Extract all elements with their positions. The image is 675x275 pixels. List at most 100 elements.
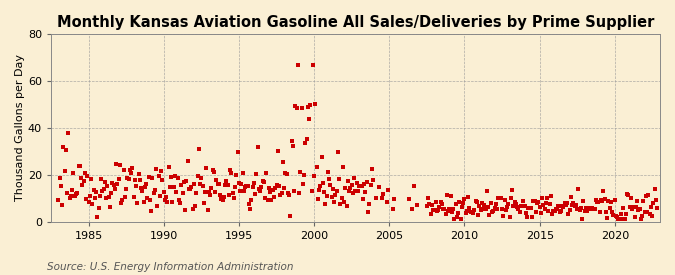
Point	[364, 202, 375, 207]
Point	[533, 200, 544, 204]
Point	[68, 171, 79, 175]
Point	[124, 168, 135, 172]
Point	[619, 217, 630, 222]
Point	[553, 204, 564, 208]
Point	[306, 189, 317, 194]
Point	[161, 194, 171, 199]
Point	[588, 206, 599, 211]
Point	[251, 172, 262, 177]
Point	[368, 178, 379, 182]
Point	[300, 141, 310, 145]
Point	[107, 181, 117, 185]
Point	[434, 205, 445, 210]
Point	[192, 174, 203, 178]
Point	[131, 183, 142, 188]
Point	[548, 209, 559, 213]
Point	[592, 200, 603, 205]
Point	[626, 196, 637, 200]
Point	[226, 170, 237, 175]
Point	[130, 178, 140, 183]
Point	[491, 207, 502, 211]
Point	[421, 204, 432, 208]
Point	[92, 215, 103, 219]
Point	[523, 206, 534, 211]
Point	[433, 208, 443, 212]
Point	[463, 195, 474, 199]
Point	[67, 188, 78, 192]
Point	[294, 190, 304, 195]
Point	[209, 170, 219, 174]
Point	[459, 196, 470, 201]
Point	[623, 193, 634, 197]
Point	[313, 196, 323, 201]
Point	[387, 207, 398, 212]
Point	[622, 192, 632, 196]
Point	[277, 160, 288, 164]
Point	[593, 200, 604, 205]
Point	[477, 201, 487, 205]
Point	[102, 184, 113, 188]
Point	[429, 208, 440, 213]
Point	[438, 207, 449, 211]
Point	[551, 207, 562, 211]
Point	[291, 106, 302, 110]
Point	[572, 207, 583, 211]
Point	[254, 186, 265, 191]
Point	[267, 188, 278, 192]
Point	[645, 212, 655, 217]
Point	[574, 208, 585, 212]
Point	[71, 191, 82, 196]
Point	[269, 194, 279, 199]
Point	[514, 210, 525, 214]
Point	[456, 205, 467, 209]
Point	[175, 201, 186, 205]
Point	[220, 183, 231, 188]
Point	[601, 210, 612, 214]
Point	[194, 182, 205, 186]
Point	[65, 194, 76, 198]
Point	[639, 209, 650, 214]
Point	[628, 205, 639, 210]
Point	[597, 199, 608, 203]
Point	[578, 199, 589, 203]
Point	[456, 217, 466, 222]
Point	[630, 205, 641, 209]
Point	[231, 173, 242, 178]
Point	[444, 206, 455, 211]
Point	[568, 201, 578, 205]
Point	[576, 206, 587, 210]
Point	[241, 184, 252, 188]
Point	[624, 205, 635, 210]
Point	[464, 206, 475, 210]
Point	[524, 206, 535, 210]
Point	[178, 180, 189, 184]
Point	[446, 194, 456, 198]
Point	[82, 174, 92, 179]
Point	[412, 203, 423, 207]
Point	[487, 210, 497, 214]
Point	[474, 204, 485, 208]
Point	[151, 167, 161, 171]
Point	[362, 209, 373, 214]
Point	[516, 204, 526, 208]
Point	[440, 212, 451, 217]
Point	[281, 172, 292, 176]
Point	[323, 170, 333, 174]
Point	[481, 206, 491, 211]
Point	[234, 181, 244, 185]
Point	[265, 189, 275, 194]
Point	[497, 207, 508, 211]
Title: Monthly Kansas Aviation Gasoline All Sales/Deliveries by Prime Supplier: Monthly Kansas Aviation Gasoline All Sal…	[57, 15, 654, 30]
Point	[370, 196, 381, 200]
Point	[133, 172, 144, 176]
Point	[264, 186, 275, 190]
Point	[263, 198, 273, 203]
Point	[232, 150, 243, 155]
Point	[298, 173, 309, 178]
Point	[617, 217, 628, 222]
Point	[74, 164, 85, 168]
Point	[59, 169, 70, 174]
Point	[54, 176, 65, 180]
Point	[599, 197, 610, 201]
Point	[425, 212, 436, 217]
